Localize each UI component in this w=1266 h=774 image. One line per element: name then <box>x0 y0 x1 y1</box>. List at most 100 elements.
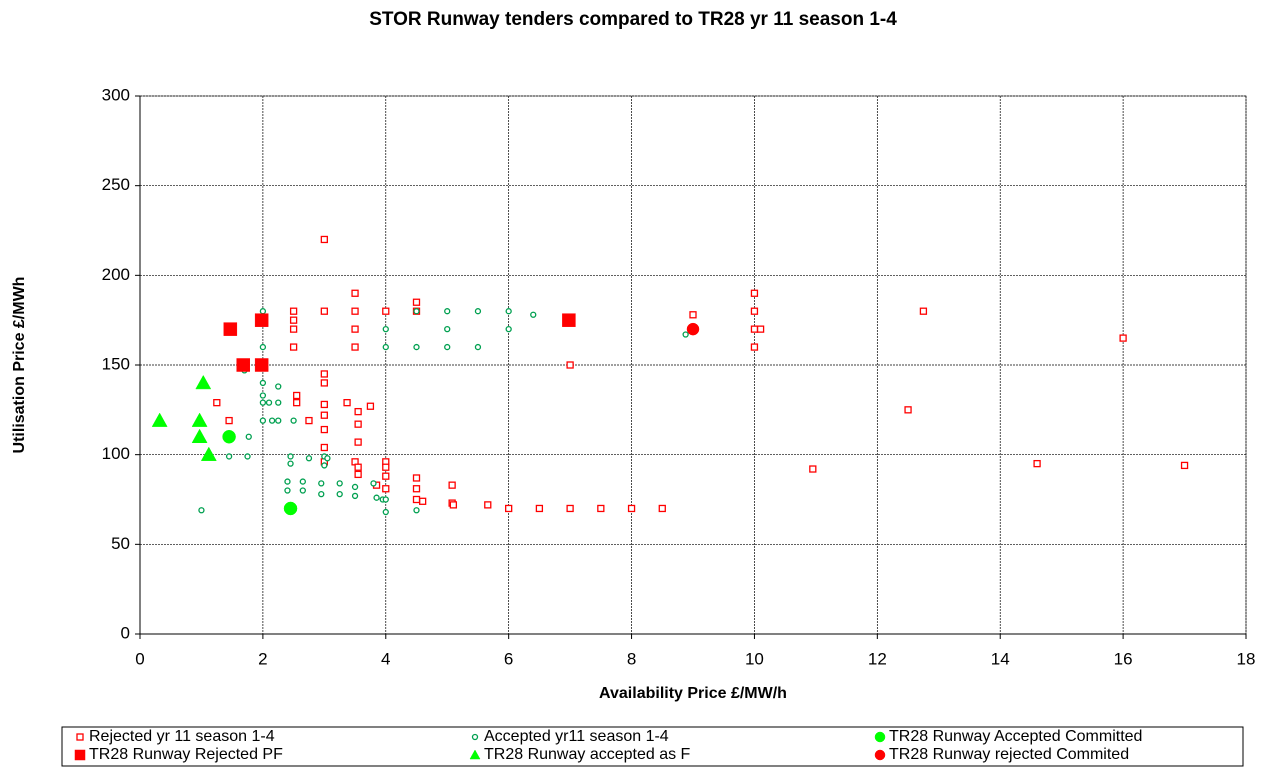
legend-label: TR28 Runway accepted as F <box>484 746 691 763</box>
point <box>351 492 359 500</box>
point <box>412 298 421 306</box>
legend-marker <box>874 731 886 743</box>
point <box>195 374 212 390</box>
x-tick-label: 6 <box>504 649 513 668</box>
point <box>259 379 267 387</box>
point <box>1119 334 1127 342</box>
point <box>191 428 208 443</box>
x-tick-label: 8 <box>627 649 636 668</box>
point <box>750 343 759 351</box>
point <box>686 322 700 336</box>
point <box>444 308 451 315</box>
point <box>382 508 389 516</box>
point <box>756 325 765 333</box>
point <box>225 416 233 425</box>
point <box>320 411 328 419</box>
x-tick-label: 12 <box>868 649 887 668</box>
point <box>318 490 325 498</box>
point <box>382 496 389 503</box>
point <box>320 307 328 315</box>
point <box>413 343 420 351</box>
point <box>597 504 605 513</box>
point <box>418 497 427 505</box>
point <box>474 308 482 315</box>
point <box>236 358 250 372</box>
x-tick-label: 2 <box>258 649 267 668</box>
point <box>336 490 343 498</box>
legend-label: Accepted yr11 season 1-4 <box>484 728 669 745</box>
point <box>293 391 301 400</box>
x-tick-label: 4 <box>381 649 390 668</box>
point <box>505 325 512 333</box>
point <box>259 343 267 351</box>
x-axis-label: Availability Price £/MW/h <box>599 685 787 702</box>
point <box>448 481 456 489</box>
point <box>370 480 377 487</box>
y-tick-label: 100 <box>102 444 130 463</box>
point <box>200 446 217 461</box>
x-tick-label: 18 <box>1237 649 1256 668</box>
x-tick-label: 0 <box>135 649 144 668</box>
chart-title: STOR Runway tenders compared to TR28 yr … <box>369 9 897 30</box>
point <box>412 474 421 482</box>
point <box>351 289 359 297</box>
point <box>382 307 390 315</box>
legend-label: Rejected yr 11 season 1-4 <box>89 728 275 745</box>
x-tick-label: 14 <box>991 649 1010 668</box>
point <box>254 358 269 372</box>
legend-marker <box>76 733 84 741</box>
point <box>1033 459 1041 468</box>
legend-marker <box>469 749 481 760</box>
point <box>289 307 298 315</box>
point <box>505 308 512 315</box>
point <box>444 325 451 333</box>
point <box>351 483 359 491</box>
point <box>305 455 313 462</box>
point <box>336 480 343 487</box>
point <box>354 470 362 479</box>
point <box>373 494 380 501</box>
point <box>413 308 420 315</box>
point <box>354 420 362 428</box>
point <box>354 407 362 416</box>
point <box>366 402 375 410</box>
legend-marker <box>74 749 86 761</box>
point <box>244 453 251 460</box>
point <box>320 379 328 387</box>
point <box>562 313 576 327</box>
point <box>449 501 458 509</box>
point <box>382 343 389 351</box>
point <box>254 313 269 327</box>
point <box>222 429 236 444</box>
point <box>299 487 306 494</box>
x-tick-label: 16 <box>1114 649 1133 668</box>
point <box>287 453 294 460</box>
point <box>318 480 325 487</box>
legend-box <box>61 726 1244 767</box>
point <box>289 316 298 324</box>
point <box>382 485 390 493</box>
point <box>505 504 513 513</box>
y-tick-label: 200 <box>102 265 130 284</box>
point <box>283 501 298 516</box>
point <box>191 412 208 427</box>
y-axis-label: Utilisation Price £/MWh <box>11 277 28 454</box>
point <box>320 400 328 409</box>
point <box>198 507 205 514</box>
point <box>259 308 267 315</box>
point <box>750 289 759 297</box>
point <box>320 370 328 378</box>
point <box>809 465 817 473</box>
legend-label: TR28 Runway Rejected PF <box>89 746 283 763</box>
point <box>275 383 282 390</box>
point <box>265 399 273 406</box>
point <box>919 307 928 315</box>
point <box>750 325 759 333</box>
point <box>904 406 912 414</box>
point <box>566 361 574 369</box>
point <box>750 307 759 315</box>
point <box>324 455 331 462</box>
point <box>343 399 351 407</box>
point <box>275 417 282 424</box>
